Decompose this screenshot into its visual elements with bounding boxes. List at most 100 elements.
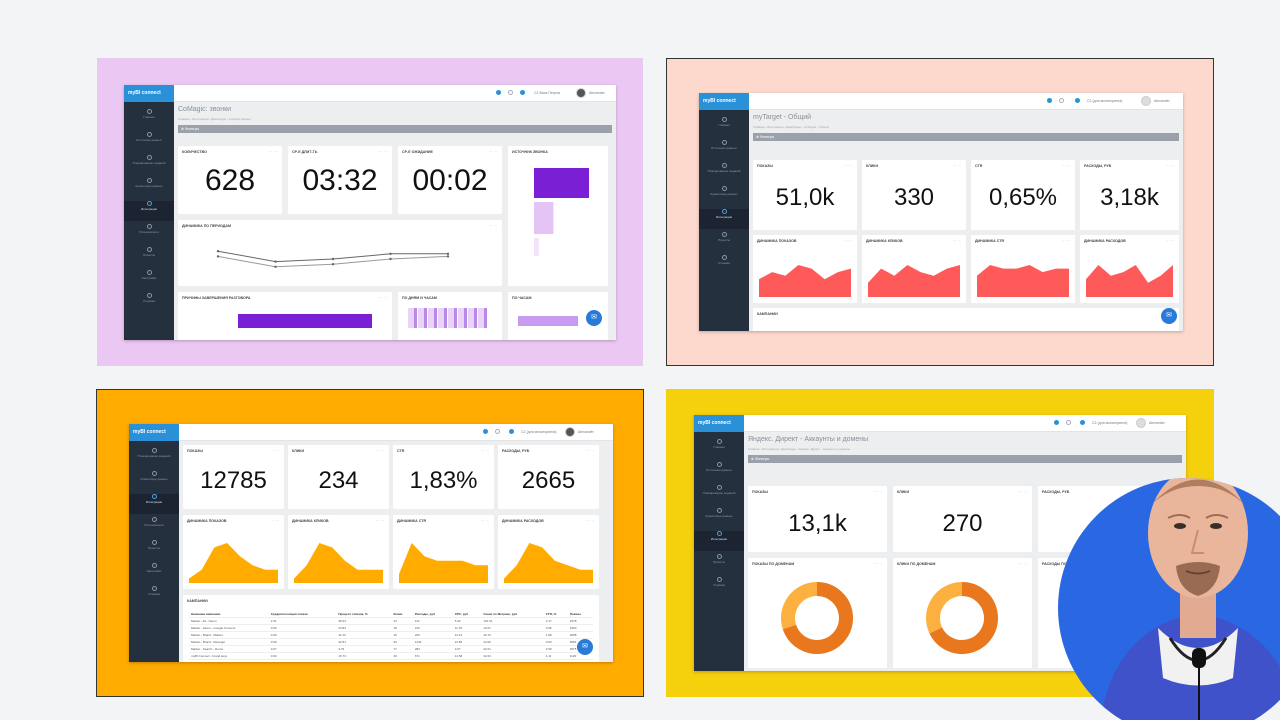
sidebar-item-settings[interactable]: Настройки (129, 563, 179, 583)
table-header-cell[interactable]: CTR, % (543, 611, 568, 618)
card-menu-icon[interactable]: ⋯⋯ (1062, 164, 1071, 168)
sidebar-item-projects[interactable]: Проекты (129, 540, 179, 560)
card-menu-icon[interactable]: ⋯⋯ (489, 150, 498, 154)
card-menu-icon[interactable]: ⋯⋯ (489, 224, 498, 228)
sidebar-item-schedule[interactable]: Планирование заданий (694, 485, 744, 505)
table-header-cell[interactable]: Расходы, руб (412, 611, 453, 618)
card-menu-icon[interactable]: ⋯⋯ (269, 150, 278, 154)
table-header-cell[interactable]: CPC, руб (452, 611, 482, 618)
account-selector[interactable]: C2 Вася Петров (534, 91, 561, 95)
sidebar-item-home[interactable]: Главная (694, 439, 744, 459)
notification-icon[interactable] (1047, 98, 1052, 103)
table-header-cell[interactable]: Процент отказов, % (336, 611, 392, 618)
table-row[interactable]: Market - Demo - Google Connect 0.00 24.83 1… (189, 624, 593, 632)
sidebar-item-schedule[interactable]: Планирование заданий (124, 155, 174, 175)
filters-bar[interactable]: ⊕ Фильтры (748, 455, 1182, 463)
user-name[interactable]: Alexander (1149, 421, 1165, 425)
table-header-cell[interactable]: Сеанс по Метрике, руб (481, 611, 544, 618)
sidebar-item-sources[interactable]: Источники данных (699, 140, 749, 160)
notification-icon[interactable] (496, 90, 501, 95)
sidebar-item-help[interactable]: Справка (694, 577, 744, 597)
card-menu-icon[interactable]: ⋯⋯ (586, 519, 595, 523)
chat-button[interactable]: ✉ (1161, 308, 1177, 324)
breadcrumb[interactable]: Главная › Интеграции › Дашборды › Яндекс… (748, 447, 850, 451)
table-row[interactable]: myBI Connect - brand keys 0.00 15.73 46 671 1… (189, 652, 593, 660)
card-menu-icon[interactable]: ⋯⋯ (1019, 490, 1028, 494)
card-menu-icon[interactable]: ⋯⋯ (1166, 239, 1175, 243)
sidebar-item-storage[interactable]: Хранилище данных (699, 186, 749, 206)
sidebar-item-projects[interactable]: Проекты (124, 247, 174, 267)
sidebar-item-schedule[interactable]: Планирование заданий (699, 163, 749, 183)
table-row[interactable]: Market - Brand - Market 0.00 11.43 16 226 14.… (189, 631, 593, 639)
sidebar-item-sources[interactable]: Источники данных (694, 462, 744, 482)
card-menu-icon[interactable]: ⋯⋯ (271, 449, 280, 453)
table-header-cell[interactable]: Клики (391, 611, 413, 618)
user-name[interactable]: Alexander (578, 430, 594, 434)
sidebar-item-storage[interactable]: Хранилище данных (124, 178, 174, 198)
sidebar-item-settings[interactable]: Настройки (124, 270, 174, 290)
sidebar-item-home[interactable]: Главная (124, 109, 174, 129)
card-menu-icon[interactable]: ⋯⋯ (844, 164, 853, 168)
table-header-cell[interactable]: Показы (567, 611, 593, 618)
chat-button[interactable]: ✉ (577, 639, 593, 655)
user-name[interactable]: Alexander (589, 91, 605, 95)
notification-icon[interactable] (483, 429, 488, 434)
card-menu-icon[interactable]: ⋯⋯ (1019, 562, 1028, 566)
sidebar-item-storage[interactable]: Хранилище данных (129, 471, 179, 491)
table-row[interactable]: Market - Search - Demo 0.07 4.76 77 283 3.67 2… (189, 645, 593, 653)
card-menu-icon[interactable]: ⋯⋯ (376, 449, 385, 453)
card-menu-icon[interactable]: ⋯⋯ (953, 239, 962, 243)
settings-icon[interactable] (495, 429, 500, 434)
avatar[interactable] (565, 427, 575, 437)
sidebar-item-projects[interactable]: Проекты (699, 232, 749, 252)
sidebar-item-help[interactable]: Справка (124, 293, 174, 313)
card-menu-icon[interactable]: ⋯⋯ (953, 164, 962, 168)
sidebar-item-users[interactable]: Пользователи (124, 224, 174, 244)
sidebar-item-storage[interactable]: Хранилище данных (694, 508, 744, 528)
avatar[interactable] (1136, 418, 1146, 428)
sidebar-item-integrations[interactable]: Интеграции (129, 494, 179, 514)
card-menu-icon[interactable]: ⋯⋯ (1062, 239, 1071, 243)
card-menu-icon[interactable]: ⋯⋯ (844, 239, 853, 243)
sidebar-item-help[interactable]: Справка (699, 255, 749, 275)
notification-icon[interactable] (1054, 420, 1059, 425)
breadcrumb[interactable]: Главная › Интеграции › Дашборды › Comagi… (178, 117, 251, 121)
card-menu-icon[interactable]: ⋯⋯ (379, 150, 388, 154)
sidebar-item-sources[interactable]: Источники данных (124, 132, 174, 152)
filters-bar[interactable]: ⊕ Фильтры (753, 133, 1179, 141)
settings-icon[interactable] (1066, 420, 1071, 425)
chat-icon[interactable] (520, 90, 525, 95)
chat-button[interactable]: ✉ (586, 310, 602, 326)
card-menu-icon[interactable]: ⋯⋯ (379, 296, 388, 300)
sidebar-item-projects[interactable]: Проекты (694, 554, 744, 574)
filters-bar[interactable]: ⊕ Фильтры (178, 125, 612, 133)
table-header-cell[interactable]: Название кампании (189, 611, 269, 618)
card-menu-icon[interactable]: ⋯⋯ (586, 449, 595, 453)
avatar[interactable] (576, 88, 586, 98)
table-row[interactable]: Market - All - Demo 2.31 38.33 24 131 5.42 101… (189, 617, 593, 625)
settings-icon[interactable] (1059, 98, 1064, 103)
card-menu-icon[interactable]: ⋯⋯ (874, 562, 883, 566)
sidebar-item-help[interactable]: Справка (129, 586, 179, 606)
card-menu-icon[interactable]: ⋯⋯ (481, 449, 490, 453)
sidebar-item-home[interactable]: Главная (699, 117, 749, 137)
sidebar-item-integrations[interactable]: Интеграции (699, 209, 749, 229)
breadcrumb[interactable]: Главная › Интеграции › Дашборды › myTarg… (753, 125, 829, 129)
card-menu-icon[interactable]: ⋯⋯ (376, 519, 385, 523)
card-menu-icon[interactable]: ⋯⋯ (874, 490, 883, 494)
chat-icon[interactable] (1080, 420, 1085, 425)
card-menu-icon[interactable]: ⋯⋯ (1166, 164, 1175, 168)
account-selector[interactable]: С2 (для мониторинга) (1092, 421, 1128, 425)
table-header-cell[interactable]: Средняя позиция показа (268, 611, 337, 618)
sidebar-item-schedule[interactable]: Планирование заданий (129, 448, 179, 468)
account-selector[interactable]: С2 (для мониторинга) (1087, 99, 1123, 103)
card-menu-icon[interactable]: ⋯⋯ (481, 519, 490, 523)
account-selector[interactable]: С2 (для мониторинга) (521, 430, 557, 434)
sidebar-item-users[interactable]: Пользователи (129, 517, 179, 537)
avatar[interactable] (1141, 96, 1151, 106)
chat-icon[interactable] (1075, 98, 1080, 103)
settings-icon[interactable] (508, 90, 513, 95)
sidebar-item-integrations[interactable]: Интеграции (694, 531, 744, 551)
user-name[interactable]: Alexander (1154, 99, 1170, 103)
card-menu-icon[interactable]: ⋯⋯ (271, 519, 280, 523)
